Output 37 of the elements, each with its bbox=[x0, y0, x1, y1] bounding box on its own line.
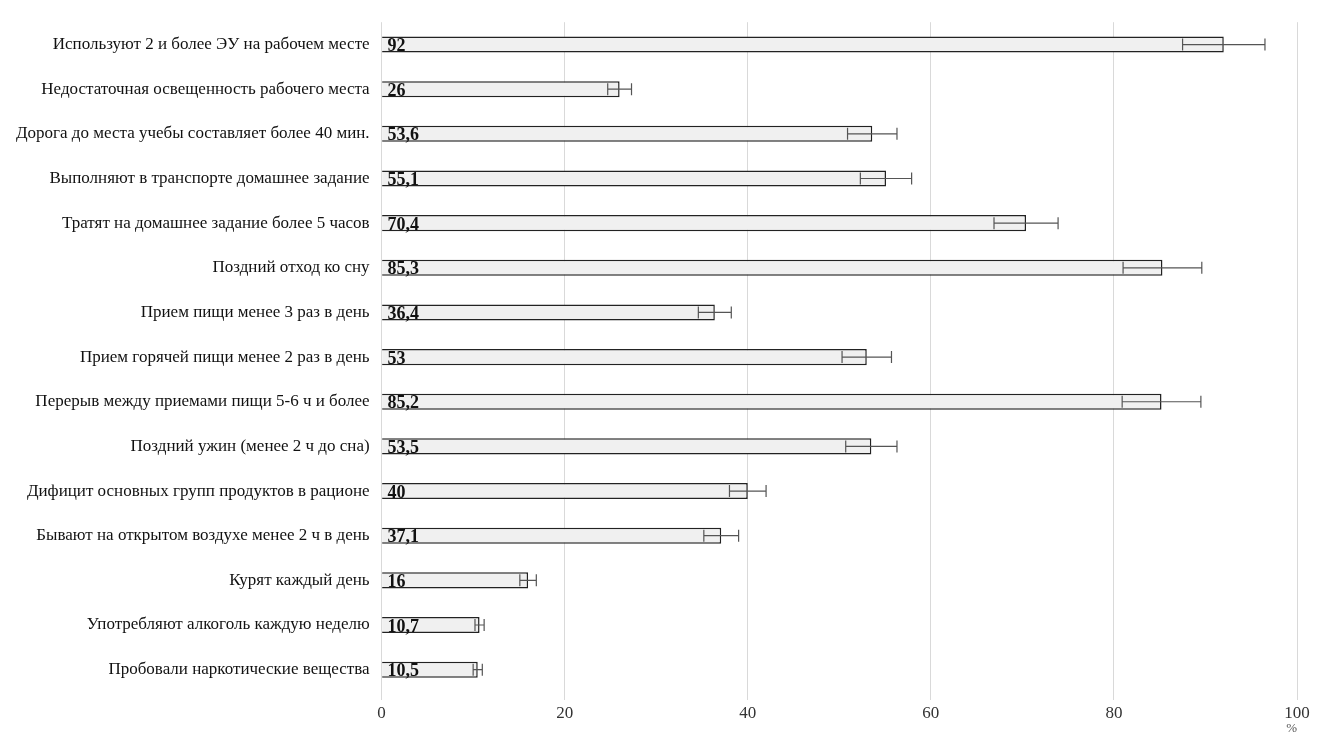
x-tick-label: 20 bbox=[556, 702, 574, 722]
data-label: 36,4 bbox=[387, 303, 420, 324]
y-tick-label: Используют 2 и более ЭУ на рабочем месте bbox=[52, 34, 370, 53]
data-label: 92 bbox=[387, 35, 406, 56]
x-tick-label: 100 bbox=[1284, 702, 1310, 722]
y-tick-label: Пробовали наркотические вещества bbox=[108, 659, 371, 679]
x-tick-label: 0 bbox=[377, 702, 386, 722]
y-tick-label: Недостаточная освещенность рабочего места bbox=[41, 78, 371, 98]
y-tick-label: Курят каждый день bbox=[229, 569, 370, 589]
y-tick-label: Дифицит основных групп продуктов в рационе bbox=[26, 480, 370, 500]
x-axis-title: % bbox=[1286, 719, 1298, 735]
data-label: 10,7 bbox=[387, 615, 420, 636]
y-tick-label: Тратят на домашнее задание более 5 часов bbox=[62, 212, 370, 232]
data-label: 10,5 bbox=[387, 660, 420, 681]
data-label: 70,4 bbox=[387, 213, 420, 234]
data-label: 40 bbox=[387, 481, 406, 502]
data-label: 53 bbox=[387, 347, 406, 368]
data-label: 16 bbox=[387, 571, 406, 592]
data-label: 85,3 bbox=[387, 258, 420, 279]
x-tick-label: 60 bbox=[922, 702, 940, 722]
data-label: 85,2 bbox=[387, 392, 420, 413]
data-label: 55,1 bbox=[387, 169, 420, 190]
x-tick-label: 80 bbox=[1105, 702, 1123, 722]
y-tick-label: Поздний отход ко сну bbox=[212, 257, 371, 277]
data-label: 26 bbox=[387, 79, 406, 100]
y-tick-label: Поздний ужин (менее 2 ч до сна) bbox=[130, 435, 370, 455]
y-tick-label: Прием горячей пищи менее 2 раз в день bbox=[79, 346, 370, 366]
data-label: 37,1 bbox=[387, 526, 420, 547]
data-label: 53,6 bbox=[387, 124, 420, 145]
y-tick-label: Употребляют алкоголь каждую неделю bbox=[86, 614, 370, 634]
y-tick-label: Прием пищи менее 3 раз в день bbox=[140, 301, 370, 321]
data-label: 53,5 bbox=[387, 437, 420, 458]
y-tick-label: Бывают на открытом воздухе менее 2 ч в день bbox=[36, 525, 370, 545]
y-tick-label: Перерыв между приемами пищи 5-6 ч и более bbox=[35, 391, 370, 411]
x-tick-label: 40 bbox=[739, 702, 757, 722]
y-tick-label: Дорога до места учебы составляет более 40 мин. bbox=[15, 123, 370, 143]
y-tick-label: Выполняют в транспорте домашнее задание bbox=[49, 167, 370, 187]
